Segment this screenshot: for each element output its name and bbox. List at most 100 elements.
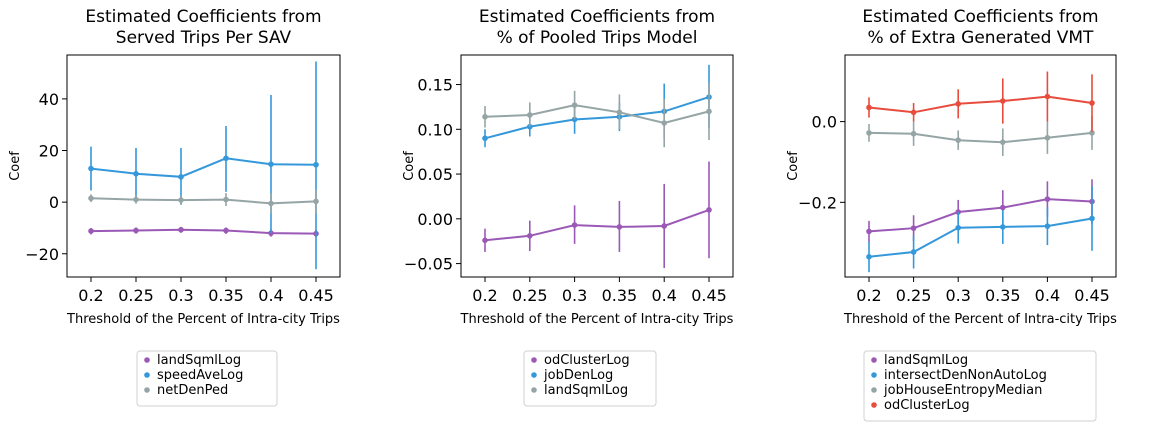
legend-box [136,350,278,407]
data-point [88,228,94,234]
series-jobHouseEntropyMedian [866,115,1095,156]
series-line [90,197,317,205]
legend-marker [531,372,537,378]
series-line [484,96,710,140]
series-landSqmlLog [482,82,712,148]
y-tick-label: −0.05 [404,255,453,274]
x-tick-label: 0.35 [602,286,638,305]
chart-title-line: Estimated Coefficients from [479,7,715,27]
chart-panel-3: Estimated Coefficients from% of Extra Ge… [786,7,1117,422]
x-tick-label: 0.25 [896,286,932,305]
data-point [133,227,139,234]
series-line [868,131,1093,144]
data-point [223,227,229,234]
x-tick-label: 0.2 [856,286,881,305]
data-point [1000,224,1006,230]
axes-frame [460,54,734,278]
y-tick-label: 0.15 [417,76,453,95]
x-axis-label: Threshold of the Percent of Intra-city T… [66,312,340,327]
data-point [1044,93,1051,100]
x-tick-label: 0.2 [78,286,103,305]
x-axis-label: Threshold of the Percent of Intra-city T… [843,312,1117,327]
legend-label: jobHouseEntropyMedian [883,383,1042,398]
data-point [1000,204,1006,211]
data-point [1000,98,1006,104]
y-tick-label: −20 [25,245,59,264]
legend-label: odClusterLog [884,398,970,413]
series-landSqmlLog [88,226,319,238]
data-point [482,135,488,142]
legend-box [863,350,1097,422]
y-tick-label: 0.10 [417,120,453,139]
data-point [661,120,667,126]
y-tick-label: −0.2 [798,193,837,212]
x-tick-label: 0.45 [1074,286,1110,305]
y-tick-label: 0.00 [417,210,453,229]
legend-marker [871,402,877,408]
x-tick-label: 0.3 [168,286,193,305]
chart-title-line: % of Pooled Trips Model [497,28,698,48]
data-point [866,254,872,260]
y-axis-label: Coef [786,151,801,181]
data-point [223,155,229,162]
data-point [661,223,667,229]
legend-marker [871,387,877,393]
data-point [133,196,139,203]
chart-panel-2: Estimated Coefficients from% of Pooled T… [402,7,734,407]
x-tick-label: 0.3 [945,286,970,305]
data-point [910,225,917,231]
data-point [268,200,274,207]
legend-label: intersectDenNonAutoLog [884,368,1047,383]
x-tick-label: 0.3 [562,286,587,305]
data-point [571,222,578,228]
legend-label: netDenPed [157,383,228,398]
data-point [955,137,961,143]
chart-title-line: Estimated Coefficients from [85,7,321,27]
data-point [88,195,94,202]
data-point [527,112,533,118]
data-point [88,165,94,172]
series-jobDenLog [482,64,712,148]
axes-frame [844,54,1117,278]
data-point [706,108,712,115]
series-line [868,95,1093,114]
series-speedAveLog [88,61,319,270]
legend-label: landSqmlLog [884,353,968,368]
data-point [866,228,872,235]
series-line [484,208,710,242]
legend-marker [531,387,537,393]
legend-label: speedAveLog [157,368,243,383]
data-point [1000,139,1006,145]
legend: landSqmlLogintersectDenNonAutoLogjobHous… [863,350,1097,422]
data-point [910,249,917,255]
axes-frame [66,54,341,278]
x-tick-label: 0.4 [258,286,283,305]
data-point [1089,130,1095,136]
legend-label: jobDenLog [543,368,613,383]
data-point [910,130,917,137]
legend-label: landSqmlLog [544,383,628,398]
y-tick-label: 0.0 [812,113,837,132]
legend-marker [144,387,150,393]
data-point [268,161,274,167]
data-point [133,170,139,177]
x-tick-label: 0.4 [1035,286,1060,305]
x-tick-label: 0.25 [512,286,548,305]
x-axis-label: Threshold of the Percent of Intra-city T… [460,312,734,327]
y-axis-label: Coef [8,151,23,181]
legend-marker [531,357,537,363]
data-point [910,109,917,116]
legend-box [523,350,657,407]
data-point [1044,223,1051,229]
data-point [1089,215,1095,222]
data-point [866,104,872,111]
x-tick-label: 0.45 [298,286,334,305]
y-tick-label: 20 [39,142,59,161]
series-line [90,157,317,178]
x-tick-label: 0.35 [985,286,1021,305]
chart-title-line: % of Extra Generated VMT [868,28,1095,48]
x-tick-label: 0.45 [691,286,727,305]
